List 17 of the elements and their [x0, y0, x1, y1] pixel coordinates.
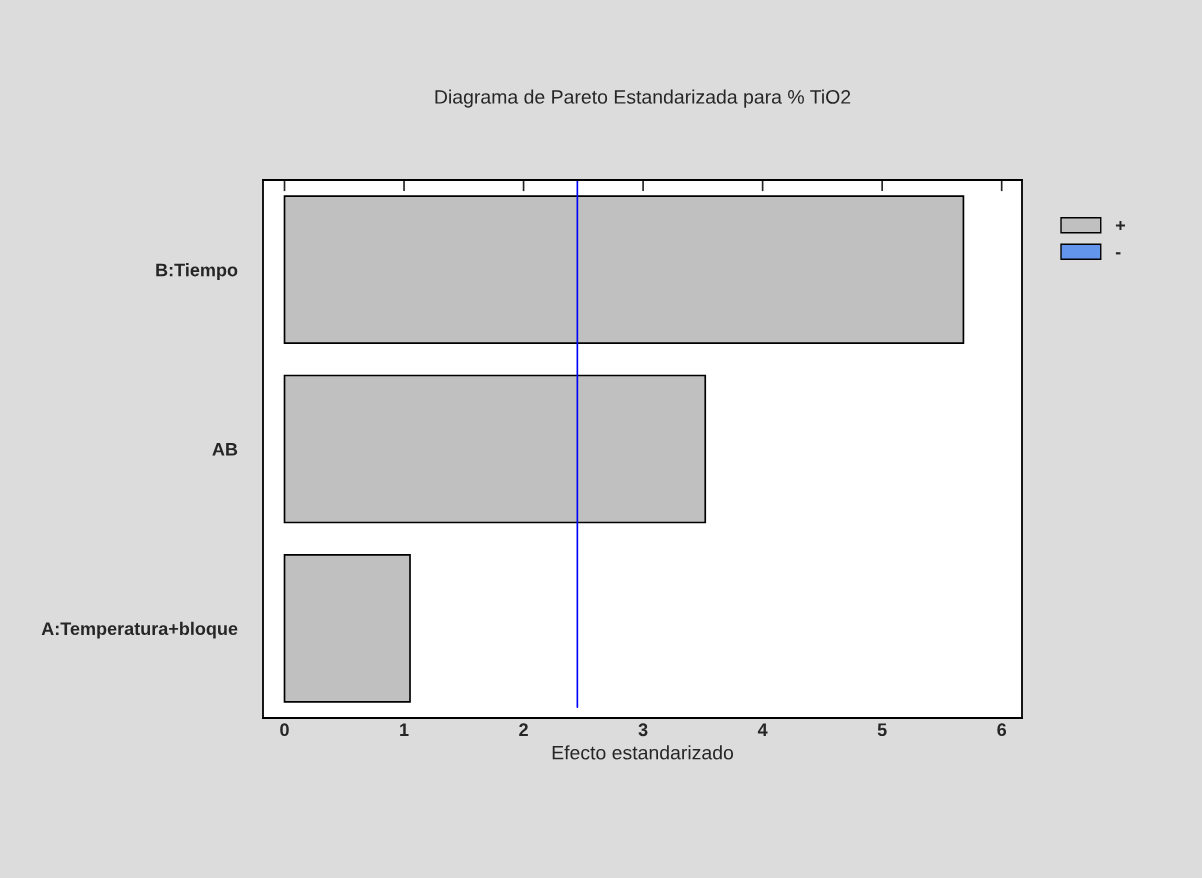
x-tick-label: 4: [757, 723, 768, 736]
bar: [283, 195, 965, 345]
legend-label: -: [1115, 252, 1121, 255]
y-tick-label: A:Temperatura+bloque: [41, 621, 238, 639]
x-axis-title: Efecto estandarizado: [552, 745, 734, 760]
y-tick-label: B:Tiempo: [156, 263, 238, 280]
x-tick-label: 3: [638, 723, 648, 737]
legend-label: +: [1115, 220, 1125, 231]
x-tick-label: 2: [519, 723, 528, 736]
chart-title: Diagrama de Pareto Estandarizada para % TiO2: [435, 89, 851, 108]
x-tick-label: 1: [400, 723, 409, 736]
bar: [283, 374, 707, 524]
x-tick-label: 6: [997, 723, 1007, 737]
x-tick-label: 5: [877, 723, 887, 737]
bar: [283, 553, 411, 703]
x-tick-label: 0: [280, 723, 289, 737]
y-tick-label: AB: [212, 443, 238, 456]
